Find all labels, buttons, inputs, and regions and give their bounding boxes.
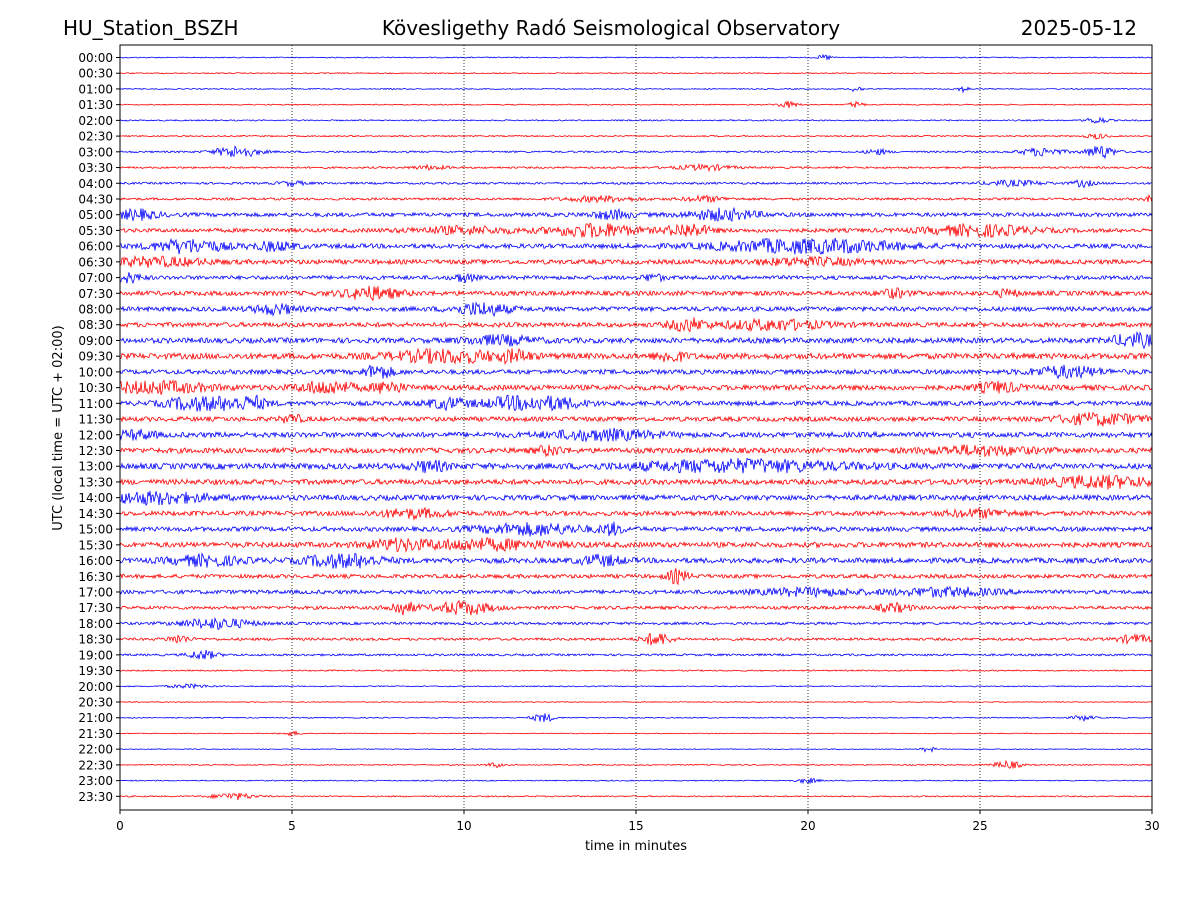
- y-tick-label: 00:30: [78, 67, 113, 81]
- y-tick-label: 06:00: [78, 240, 113, 254]
- y-tick-label: 23:00: [78, 774, 113, 788]
- y-tick-label: 15:00: [78, 523, 113, 537]
- y-tick-label: 09:00: [78, 334, 113, 348]
- y-tick-label: 12:00: [78, 428, 113, 442]
- y-tick-label: 06:30: [78, 255, 113, 269]
- x-tick-label: 10: [456, 819, 471, 833]
- y-tick-label: 01:00: [78, 82, 113, 96]
- x-axis-ticks: 0 5 10 15 20 25 30: [116, 810, 1160, 833]
- trace-2330: [119, 792, 1153, 801]
- y-tick-label: 03:30: [78, 161, 113, 175]
- x-tick-label: 5: [288, 819, 296, 833]
- y-tick-label: 17:00: [78, 585, 113, 599]
- trace-1930: [119, 669, 1153, 672]
- trace-1330: [119, 474, 1153, 490]
- trace-0830: [119, 317, 1153, 333]
- y-tick-label: 13:30: [78, 475, 113, 489]
- y-tick-label: 18:00: [78, 617, 113, 631]
- observatory-title: Kövesligethy Radó Seismological Observat…: [381, 16, 841, 40]
- trace-1000: [119, 364, 1153, 380]
- y-tick-label: 16:00: [78, 554, 113, 568]
- y-tick-label: 20:00: [78, 680, 113, 694]
- y-axis-label: UTC (local time = UTC + 02:00): [51, 325, 66, 530]
- trace-0330: [119, 162, 1153, 173]
- y-tick-label: 02:00: [78, 114, 113, 128]
- y-tick-label: 05:30: [78, 224, 113, 238]
- station-title: HU_Station_BSZH: [63, 16, 239, 40]
- trace-0500: [119, 206, 1153, 222]
- y-tick-label: 11:00: [78, 397, 113, 411]
- trace-0130: [119, 100, 1153, 109]
- y-tick-label: 01:30: [78, 98, 113, 112]
- y-tick-label: 13:00: [78, 460, 113, 474]
- y-tick-label: 20:30: [78, 696, 113, 710]
- date-title: 2025-05-12: [1020, 16, 1137, 40]
- y-tick-label: 09:30: [78, 350, 113, 364]
- y-tick-label: 21:30: [78, 727, 113, 741]
- trace-0030: [119, 72, 1153, 75]
- seismogram-traces: [119, 53, 1153, 801]
- x-tick-label: 15: [628, 819, 643, 833]
- trace-0600: [119, 237, 1153, 255]
- y-tick-label: 19:00: [78, 648, 113, 662]
- y-tick-label: 14:30: [78, 507, 113, 521]
- y-tick-label: 02:30: [78, 130, 113, 144]
- trace-0300: [119, 145, 1153, 160]
- trace-0930: [119, 347, 1153, 366]
- y-tick-label: 18:30: [78, 633, 113, 647]
- y-tick-label: 04:00: [78, 177, 113, 191]
- y-tick-label: 10:30: [78, 381, 113, 395]
- y-tick-label: 08:30: [78, 318, 113, 332]
- y-tick-label: 15:30: [78, 538, 113, 552]
- x-tick-label: 0: [116, 819, 124, 833]
- trace-1630: [119, 568, 1153, 586]
- x-axis-label: time in minutes: [585, 839, 687, 854]
- trace-1230: [119, 444, 1153, 458]
- y-tick-label: 10:00: [78, 365, 113, 379]
- y-tick-label: 03:00: [78, 145, 113, 159]
- y-tick-label: 21:00: [78, 711, 113, 725]
- trace-1500: [119, 521, 1153, 537]
- y-tick-label: 19:30: [78, 664, 113, 678]
- y-tick-label: 22:30: [78, 758, 113, 772]
- x-tick-label: 25: [972, 819, 987, 833]
- y-tick-label: 05:00: [78, 208, 113, 222]
- y-tick-label: 16:30: [78, 570, 113, 584]
- x-tick-label: 30: [1144, 819, 1159, 833]
- y-tick-label: 23:30: [78, 790, 113, 804]
- y-tick-label: 00:00: [78, 51, 113, 65]
- y-tick-label: 08:00: [78, 303, 113, 317]
- trace-2000: [119, 682, 1153, 690]
- y-tick-label: 07:00: [78, 271, 113, 285]
- y-tick-label: 07:30: [78, 287, 113, 301]
- trace-1030: [119, 379, 1153, 395]
- trace-1200: [119, 427, 1153, 443]
- y-tick-label: 04:30: [78, 192, 113, 206]
- x-tick-label: 20: [800, 819, 815, 833]
- y-tick-label: 22:00: [78, 743, 113, 757]
- y-tick-label: 17:30: [78, 601, 113, 615]
- trace-1700: [119, 586, 1153, 599]
- y-tick-label: 14:00: [78, 491, 113, 505]
- trace-2200: [119, 746, 1153, 753]
- y-tick-label: 11:30: [78, 413, 113, 427]
- y-tick-label: 12:30: [78, 444, 113, 458]
- trace-0100: [119, 85, 1153, 94]
- vertical-gridlines: [291, 45, 981, 810]
